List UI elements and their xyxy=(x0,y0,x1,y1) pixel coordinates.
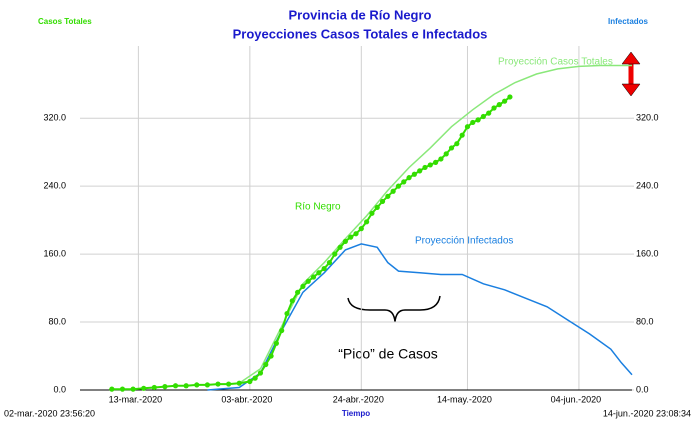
x-tick-label: 04-jun.-2020 xyxy=(551,394,602,404)
data-point xyxy=(183,383,189,389)
data-point xyxy=(215,381,221,387)
data-point xyxy=(300,283,306,289)
y-tick-label: 240.0 xyxy=(43,181,66,191)
plot-area xyxy=(80,46,634,392)
series-label: Proyección Casos Totales xyxy=(498,57,613,68)
y-tick-label: 160.0 xyxy=(43,248,66,258)
data-point xyxy=(172,383,179,389)
y-tick-label: 0.0 xyxy=(53,384,66,394)
series-label: Río Negro xyxy=(295,202,341,213)
data-point xyxy=(406,175,412,181)
data-point xyxy=(369,210,375,216)
y2-tick-label: 160.0 xyxy=(636,248,659,258)
data-point xyxy=(284,310,290,317)
data-point xyxy=(279,327,285,334)
data-point xyxy=(194,382,200,388)
y2-tick-label: 0.0 xyxy=(636,384,649,394)
x-axis-label: Tiempo xyxy=(342,409,370,418)
y2-axis-label: Infectados xyxy=(608,17,649,26)
y2-tick-label: 80.0 xyxy=(636,316,654,326)
chart-subtitle: Proyecciones Casos Totales e Infectados xyxy=(233,26,488,41)
data-point xyxy=(459,132,465,138)
data-point xyxy=(305,278,311,284)
data-point xyxy=(427,162,433,168)
y2-tick-label: 240.0 xyxy=(636,181,659,191)
data-point xyxy=(321,265,327,272)
data-point xyxy=(337,244,343,250)
chart-title: Provincia de Río Negro xyxy=(288,7,431,22)
data-point xyxy=(395,183,402,189)
data-point xyxy=(268,353,274,359)
data-point xyxy=(502,98,508,104)
data-point xyxy=(411,171,417,177)
data-point xyxy=(491,105,497,111)
data-point xyxy=(438,156,444,162)
data-point xyxy=(401,179,407,185)
data-point xyxy=(475,117,481,123)
data-point xyxy=(141,385,147,391)
data-point xyxy=(448,145,455,151)
data-point xyxy=(273,340,279,346)
data-point xyxy=(507,94,513,100)
data-point xyxy=(480,113,486,120)
data-point xyxy=(295,289,301,295)
data-point xyxy=(119,386,126,392)
data-point xyxy=(443,151,449,157)
data-point xyxy=(252,375,258,381)
data-point xyxy=(162,384,168,390)
data-point xyxy=(326,259,333,266)
data-point xyxy=(348,234,354,240)
data-point xyxy=(496,102,502,108)
y-axis-label: Casos Totales xyxy=(38,17,92,26)
data-point xyxy=(374,204,380,210)
data-point xyxy=(332,251,338,257)
data-point xyxy=(130,386,136,392)
series-label: Proyección Infectados xyxy=(415,236,513,247)
x-end-label: 14-jun.-2020 23:08:34 xyxy=(603,408,691,418)
x-tick-label: 13-mar.-2020 xyxy=(109,394,163,404)
data-point xyxy=(470,119,476,126)
data-point xyxy=(257,370,264,376)
series-line xyxy=(238,64,632,384)
data-point xyxy=(364,219,370,225)
data-point xyxy=(263,361,269,368)
data-point xyxy=(342,238,348,244)
data-point xyxy=(310,274,317,280)
x-start-label: 02-mar.-2020 23:56:20 xyxy=(4,408,95,418)
data-point xyxy=(226,381,232,387)
data-point xyxy=(204,382,210,388)
x-tick-label: 14-may.-2020 xyxy=(437,394,492,404)
data-point xyxy=(486,110,492,116)
y2-tick-label: 320.0 xyxy=(636,113,659,123)
data-point xyxy=(316,270,322,276)
data-point xyxy=(385,193,391,199)
data-point xyxy=(379,198,386,205)
data-point xyxy=(390,188,396,194)
series-line xyxy=(207,243,633,391)
x-tick-label: 03-abr.-2020 xyxy=(221,394,272,404)
data-point xyxy=(358,226,364,232)
data-point xyxy=(464,124,471,130)
data-point xyxy=(417,168,423,174)
red-arrow xyxy=(621,51,641,97)
data-point xyxy=(454,141,460,147)
data-point xyxy=(247,378,253,385)
y-tick-label: 80.0 xyxy=(48,316,66,326)
data-point xyxy=(236,380,242,386)
data-point xyxy=(289,298,295,304)
data-point xyxy=(151,384,157,391)
x-tick-label: 24-abr.-2020 xyxy=(333,394,384,404)
annotation: “Pico” de Casos xyxy=(338,346,438,362)
data-point xyxy=(109,386,115,392)
data-point xyxy=(353,231,359,237)
y-tick-label: 320.0 xyxy=(43,113,66,123)
data-point xyxy=(433,159,439,165)
data-point xyxy=(422,164,428,171)
